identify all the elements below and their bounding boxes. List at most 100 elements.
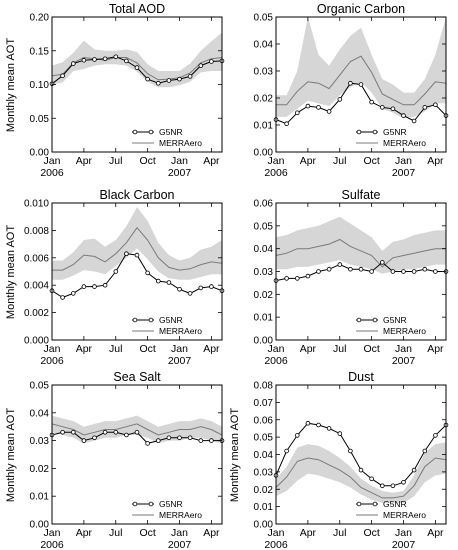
legend-marker-g5nr [148,129,154,135]
g5nr-point [326,426,332,431]
merraero-spread-band [52,32,222,88]
g5nr-point [348,448,353,454]
y-tick-label: 0.20 [30,13,50,24]
g5nr-point [305,420,311,426]
g5nr-point [134,252,140,258]
x-tick-label: Jan [395,343,412,355]
g5nr-point [379,483,385,489]
g5nr-point [198,63,204,68]
y-tick-label: 0.05 [254,433,274,444]
g5nr-point [166,280,172,285]
g5nr-point [92,57,97,62]
legend-marker-g5nr [372,501,378,507]
chart-title: Organic Carbon [317,2,405,16]
g5nr-point [316,422,321,428]
g5nr-point [156,278,161,284]
chart-panel-1: Total AOD 0.00 0.05 0.10 0.15 0.20 Jan Apr Jul Oc… [5,2,225,179]
x-tick-label: Apr [300,343,317,355]
x-tick-label: Apr [427,527,444,539]
y-tick-label: 0.000 [24,336,49,347]
chart-title: Total AOD [109,2,165,16]
g5nr-point [145,270,150,276]
g5nr-point [81,57,87,63]
g5nr-point [433,102,438,108]
g5nr-point [60,429,65,435]
x-tick-label: Jul [109,527,122,539]
g5nr-point [145,76,150,82]
x-year-label: 2006 [40,355,64,367]
x-year-label: 2006 [264,539,288,550]
x-tick-label: Apr [76,343,93,355]
g5nr-point [81,438,87,443]
g5nr-point [294,433,300,438]
g5nr-point [156,438,161,443]
g5nr-point [294,110,300,116]
g5nr-point [326,109,332,114]
g5nr-point [337,431,343,436]
g5nr-point [284,276,289,281]
y-tick-label: 0.01 [254,121,274,132]
g5nr-point [358,82,364,87]
g5nr-point [369,269,374,274]
g5nr-point [156,80,161,86]
g5nr-point [348,80,353,86]
y-axis-label: Monthly mean AOT [5,225,17,319]
x-tick-label: Jul [109,343,122,355]
y-tick-label: 0.00 [254,336,274,347]
g5nr-point [198,438,204,443]
x-tick-label: Apr [203,527,220,539]
legend-label-g5nr: G5NR [159,315,183,325]
y-tick-label: 0.10 [30,80,50,91]
y-axis-label: Monthly mean AOT [5,38,17,132]
g5nr-point [187,74,193,79]
y-tick-label: 0.010 [24,199,49,210]
y-tick-label: 0.15 [30,46,50,57]
chart-panel-6: Dust 0.00 0.01 0.02 0.03 0.04 0.05 0.06 0.07 0.08… [229,370,449,550]
g5nr-point [316,105,321,110]
x-tick-label: Oct [363,155,379,167]
g5nr-point [187,435,193,441]
g5nr-point [124,251,129,257]
y-tick-label: 0.02 [254,485,274,496]
g5nr-point [348,266,353,272]
merraero-spread-band [276,442,446,504]
x-tick-label: Jan [395,527,412,539]
y-tick-label: 0.004 [24,281,49,292]
g5nr-point [401,479,406,485]
y-tick-label: 0.00 [30,520,50,531]
x-tick-label: Jul [333,527,346,539]
legend-marker-g5nr [132,317,138,323]
y-tick-label: 0.01 [30,492,50,503]
g5nr-point [411,467,417,473]
x-year-label: 2006 [40,167,64,179]
y-tick-label: 0.08 [254,381,274,392]
x-tick-label: Jan [268,343,285,355]
g5nr-point [81,284,87,289]
g5nr-point [284,121,289,126]
g5nr-point [209,59,214,64]
x-year-label: 2007 [168,167,192,179]
x-tick-label: Jan [268,155,285,167]
x-tick-label: Apr [427,343,444,355]
legend-marker-g5nr [132,129,138,135]
g5nr-point [124,432,129,438]
x-tick-label: Jan [268,527,285,539]
g5nr-point [145,441,150,446]
legend-marker-g5nr [148,317,154,323]
legend-label-g5nr: G5NR [159,127,183,137]
legend-marker-g5nr [132,501,138,507]
y-tick-label: 0.05 [254,221,274,232]
x-tick-label: Jul [333,155,346,167]
y-tick-label: 0.03 [30,436,50,447]
merraero-line [275,238,446,268]
y-tick-label: 0.02 [254,94,274,105]
legend-marker-g5nr [356,317,362,323]
y-tick-label: 0.03 [254,267,274,278]
y-tick-label: 0.03 [254,67,274,78]
g5nr-point [60,295,65,300]
g5nr-point [422,105,428,110]
chart-panel-5: Sea Salt 0.00 0.01 0.02 0.03 0.04 0.05 Jan Apr Ju… [5,370,225,550]
x-tick-label: Apr [427,155,444,167]
g5nr-point [166,435,172,441]
g5nr-point [102,429,108,435]
